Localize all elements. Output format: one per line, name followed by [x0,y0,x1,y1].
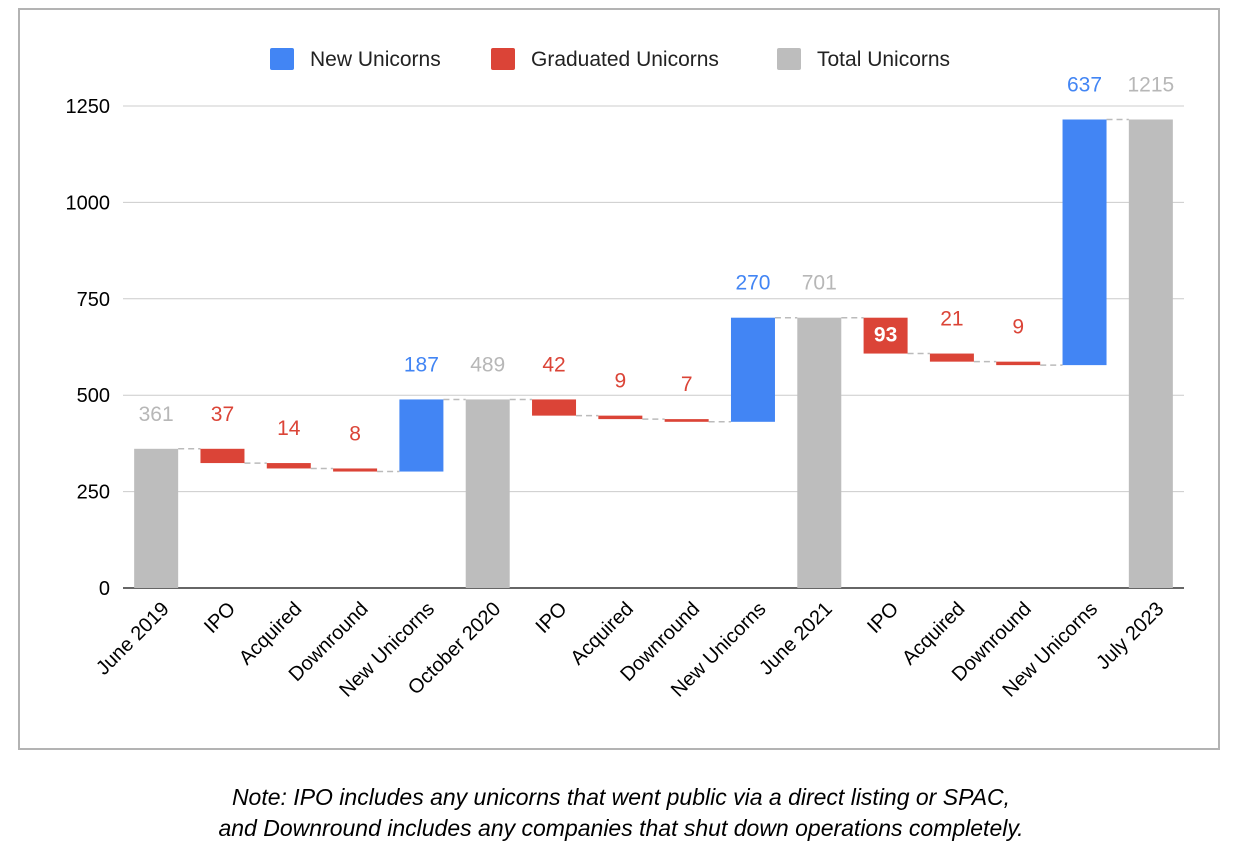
graduated-bar [598,415,643,420]
y-tick-label: 750 [77,289,110,311]
data-label: 637 [1067,73,1102,96]
data-label: 9 [615,370,627,393]
graduated-bar [664,419,709,422]
legend-swatch [777,48,801,70]
new-bar [1062,119,1107,366]
data-label: 187 [404,353,439,376]
x-tick-label: July 2023 [1092,598,1168,674]
x-tick-label: IPO [200,598,240,638]
graduated-bar [996,361,1041,366]
chart-frame: 0 250 500 750 1000 1250 361 37 14 8 187 489 42 9 7 270 7… [18,8,1220,750]
footnote-line-2: and Downround includes any companies tha… [218,815,1024,841]
new-bar [730,317,775,422]
data-label: 21 [940,308,963,331]
data-label: 361 [139,403,174,426]
x-tick-label: IPO [532,598,572,638]
y-tick-label: 1000 [66,192,111,214]
legend-swatch [491,48,515,70]
y-tick-label: 250 [77,482,110,504]
data-label: 701 [802,272,837,295]
total-bar [1128,119,1173,588]
data-label: 42 [542,353,565,376]
data-label: 9 [1012,316,1024,339]
data-label: 7 [681,373,693,396]
total-bar [465,399,510,588]
x-tick-label: June 2019 [92,598,174,680]
waterfall-chart: 0 250 500 750 1000 1250 361 37 14 8 187 489 42 9 7 270 7… [66,48,1184,702]
y-tick-label: 500 [77,385,110,407]
total-bar [134,448,179,588]
data-label: 37 [211,403,234,426]
x-tick-label: IPO [863,598,903,638]
graduated-bar [929,353,974,362]
total-bar [797,317,842,588]
y-tick-label: 1250 [66,96,111,118]
graduated-bar [532,399,577,416]
graduated-bar [863,317,908,354]
legend-swatch [270,48,294,70]
y-tick-label: 0 [99,578,110,600]
data-label: 14 [277,417,301,440]
data-label: 8 [349,422,361,445]
data-label: 1215 [1127,73,1174,96]
footnote-line-1: Note: IPO includes any unicorns that wen… [231,784,1011,810]
legend-label: Graduated Unicorns [531,48,719,71]
legend-label: New Unicorns [310,48,441,71]
data-label: 270 [735,272,770,295]
graduated-bar [200,448,245,464]
new-bar [399,399,444,472]
graduated-bar [333,468,378,472]
legend-label: Total Unicorns [817,48,950,71]
x-tick-label: June 2021 [755,598,837,680]
graduated-bar [266,463,311,469]
data-label: 489 [470,353,505,376]
data-label: 93 [874,324,897,347]
